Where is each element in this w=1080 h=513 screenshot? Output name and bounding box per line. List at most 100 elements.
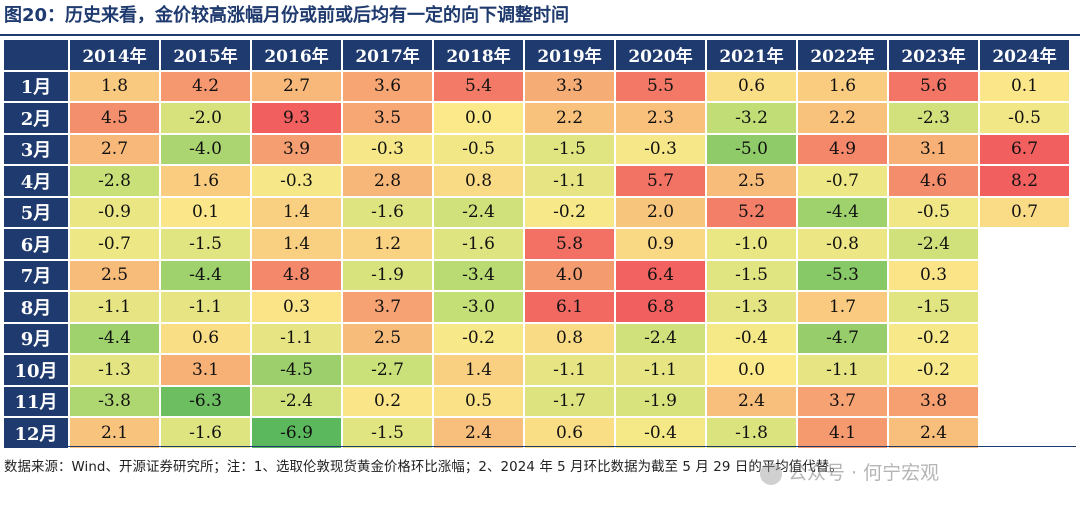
heatmap-cell: -0.9 [70,197,161,229]
heatmap-cell-empty [980,418,1071,450]
row-header: 9月 [4,323,70,355]
heatmap-cell: 8.2 [980,166,1071,198]
heatmap-cell: -1.5 [161,229,252,261]
heatmap-table: 2014年 2015年 2016年 2017年 2018年 2019年 2020年 2021年… [4,40,1071,450]
heatmap-cell: 0.3 [252,292,343,324]
heatmap-cell: 2.8 [343,166,434,198]
heatmap-cell: 6.4 [616,260,707,292]
heatmap-cell: -1.8 [707,418,798,450]
heatmap-cell: -3.4 [434,260,525,292]
source-note: 数据来源：Wind、开源证券研究所；注：1、选取伦敦现货黄金价格环比涨幅；2、2… [4,446,1076,482]
watermark-text: 公众号 · 何宁宏观 [788,462,940,484]
heatmap-cell: 0.0 [707,355,798,387]
column-header: 2018年 [434,40,525,72]
heatmap-cell: -0.3 [616,134,707,166]
heatmap-cell: 0.0 [434,103,525,135]
heatmap-cell: 4.0 [525,260,616,292]
heatmap-cell-empty [980,386,1071,418]
heatmap-cell: -5.0 [707,134,798,166]
heatmap-row: 7月 2.5 -4.4 4.8 -1.9 -3.4 4.0 6.4 -1.5 -5.3 0.3 [4,260,1071,292]
heatmap-cell: 0.8 [434,166,525,198]
heatmap-cell: 2.7 [252,71,343,103]
column-header: 2021年 [707,40,798,72]
heatmap-cell: -0.3 [343,134,434,166]
heatmap-body: 1月 1.8 4.2 2.7 3.6 5.4 3.3 5.5 0.6 1.6 5.6 0.1 2月 4.5… [4,71,1071,450]
heatmap-row: 3月 2.7 -4.0 3.9 -0.3 -0.5 -1.5 -0.3 -5.0 4.9 3.1 6.… [4,134,1071,166]
heatmap-cell: 1.6 [798,71,889,103]
heatmap-header-row: 2014年 2015年 2016年 2017年 2018年 2019年 2020年 2021年… [4,40,1071,72]
heatmap-cell: 5.7 [616,166,707,198]
heatmap-cell: 0.6 [525,418,616,450]
heatmap-cell: -1.6 [343,197,434,229]
heatmap-cell: 0.6 [707,71,798,103]
heatmap-cell: -1.3 [707,292,798,324]
title-rule [0,34,1080,36]
heatmap-cell: -0.5 [889,197,980,229]
row-header: 11月 [4,386,70,418]
heatmap-cell: 3.1 [161,355,252,387]
column-header: 2014年 [70,40,161,72]
row-header: 5月 [4,197,70,229]
heatmap-cell: -2.4 [616,323,707,355]
heatmap-cell: 6.7 [980,134,1071,166]
heatmap-row: 10月 -1.3 3.1 -4.5 -2.7 1.4 -1.1 -1.1 0.0 -1.1 -0.2 [4,355,1071,387]
row-header: 6月 [4,229,70,261]
heatmap-cell: -4.0 [161,134,252,166]
heatmap-cell: -6.9 [252,418,343,450]
row-header: 12月 [4,418,70,450]
wechat-icon [760,462,782,485]
heatmap-cell: -3.8 [70,386,161,418]
heatmap-cell: -2.7 [343,355,434,387]
heatmap-cell: -1.5 [343,418,434,450]
row-header: 3月 [4,134,70,166]
heatmap-cell: 6.8 [616,292,707,324]
column-header: 2017年 [343,40,434,72]
heatmap-cell: 6.1 [525,292,616,324]
heatmap-cell: 0.7 [980,197,1071,229]
heatmap-cell: 2.5 [707,166,798,198]
heatmap-cell: 4.2 [161,71,252,103]
heatmap-cell: 0.3 [889,260,980,292]
heatmap-cell: -4.4 [161,260,252,292]
heatmap-cell: -0.7 [798,166,889,198]
heatmap-cell: -0.5 [434,134,525,166]
heatmap-cell: 1.8 [70,71,161,103]
heatmap-cell: -0.2 [525,197,616,229]
heatmap-cell: -0.5 [980,103,1071,135]
heatmap-cell: 3.8 [889,386,980,418]
heatmap-cell: 0.2 [343,386,434,418]
heatmap-cell: -0.7 [70,229,161,261]
heatmap-row: 2月 4.5 -2.0 9.3 3.5 0.0 2.2 2.3 -3.2 2.2 -2.3 -0.5 [4,103,1071,135]
heatmap-cell: 4.8 [252,260,343,292]
row-header: 1月 [4,71,70,103]
heatmap-cell: -1.1 [70,292,161,324]
heatmap-cell: -0.2 [434,323,525,355]
heatmap-cell: 5.5 [616,71,707,103]
heatmap-cell: -1.3 [70,355,161,387]
heatmap-cell: 2.7 [70,134,161,166]
heatmap-cell: -0.4 [707,323,798,355]
heatmap-cell: -2.4 [889,229,980,261]
heatmap-cell: -1.9 [343,260,434,292]
watermark: 公众号 · 何宁宏观 [760,462,940,485]
heatmap-row: 9月 -4.4 0.6 -1.1 2.5 -0.2 0.8 -2.4 -0.4 -4.7 -0.2 [4,323,1071,355]
heatmap-cell: 3.5 [343,103,434,135]
heatmap-cell: -4.5 [252,355,343,387]
heatmap-cell: 2.2 [525,103,616,135]
heatmap-cell: 1.7 [798,292,889,324]
heatmap-cell: 5.6 [889,71,980,103]
heatmap-cell: -2.0 [161,103,252,135]
heatmap-corner [4,40,70,72]
heatmap-cell: -1.9 [616,386,707,418]
heatmap-cell: 4.5 [70,103,161,135]
heatmap-cell: 3.9 [252,134,343,166]
column-header: 2015年 [161,40,252,72]
heatmap-cell: 4.1 [798,418,889,450]
heatmap-row: 1月 1.8 4.2 2.7 3.6 5.4 3.3 5.5 0.6 1.6 5.6 0.1 [4,71,1071,103]
heatmap-cell: 2.2 [798,103,889,135]
heatmap-cell: 5.8 [525,229,616,261]
heatmap-cell: -0.8 [798,229,889,261]
heatmap-cell: -1.1 [616,355,707,387]
heatmap-cell-empty [980,323,1071,355]
column-header: 2024年 [980,40,1071,72]
